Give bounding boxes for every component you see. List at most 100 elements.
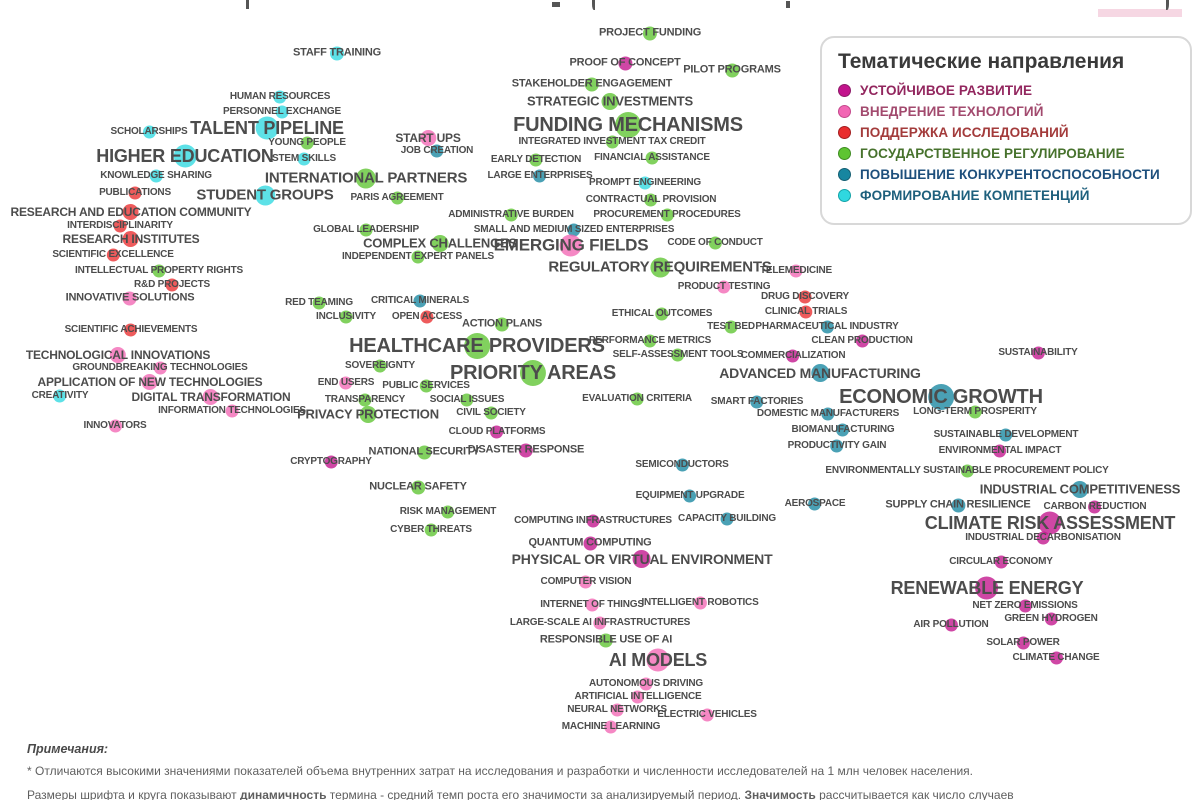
term-dot xyxy=(122,291,137,305)
notes-text: Размеры шрифта и круга показывают xyxy=(27,788,240,800)
term-label: LARGE ENTERPRISES xyxy=(487,170,593,181)
term: JOB CREATION xyxy=(401,144,473,158)
term-dot xyxy=(312,296,326,310)
term-label: CYBER THREATS xyxy=(390,524,472,535)
term: GREEN HYDROGEN xyxy=(1004,612,1098,626)
term: KNOWLEDGE SHARING xyxy=(100,169,212,183)
term-label: DIGITAL TRANSFORMATION xyxy=(131,390,291,404)
term: SMALL AND MEDIUM SIZED ENTERPRISES xyxy=(474,223,674,237)
term: PRODUCTIVITY GAIN xyxy=(788,439,887,453)
term-dot xyxy=(786,349,800,363)
term-label: PRODUCT TESTING xyxy=(677,281,771,292)
term: NUCLEAR SAFETY xyxy=(369,480,467,494)
term: SUSTAINABILITY xyxy=(998,346,1078,360)
term: DISASTER RESPONSE xyxy=(468,443,584,457)
term-dot xyxy=(675,458,689,472)
term-dot xyxy=(494,317,509,331)
term-dot xyxy=(789,264,803,278)
term-dot xyxy=(339,310,353,324)
term-dot xyxy=(519,443,533,457)
term: LONG-TERM PROSPERITY xyxy=(913,405,1037,419)
notes-line-2: Размеры шрифта и круга показывают динами… xyxy=(27,788,1187,800)
term-dot xyxy=(464,333,490,359)
term-dot xyxy=(646,648,670,672)
term: FUNDING MECHANISMS xyxy=(513,112,743,138)
term-label: PROOF OF CONCEPT xyxy=(569,56,681,69)
term-dot xyxy=(604,720,618,734)
term: CONTRACTUAL PROVISION xyxy=(586,193,717,207)
term: PERSONNEL EXCHANGE xyxy=(223,105,341,119)
term-dot xyxy=(390,191,404,205)
term-dot xyxy=(944,618,958,632)
term-dot xyxy=(255,185,275,205)
term-label: BIOMANUFACTURING xyxy=(791,424,895,435)
term-label: PARIS AGREEMENT xyxy=(350,192,444,203)
term: PERFORMANCE METRICS xyxy=(589,334,711,348)
term: DRUG DISCOVERY xyxy=(761,290,849,304)
term-dot xyxy=(411,480,425,494)
term-dot xyxy=(601,92,619,110)
term-label: TEST BED xyxy=(707,321,755,332)
term-dot xyxy=(255,116,279,140)
term: ACTION PLANS xyxy=(462,317,542,331)
term-dot xyxy=(460,393,474,407)
term-label: NUCLEAR SAFETY xyxy=(369,480,467,493)
term-dot xyxy=(490,425,504,439)
term: SOLAR POWER xyxy=(986,636,1060,650)
term-dot xyxy=(424,523,438,537)
term-dot xyxy=(356,168,376,188)
legend-item: ВНЕДРЕНИЕ ТЕХНОЛОГИЙ xyxy=(838,104,1174,119)
term-dot xyxy=(599,633,613,647)
term: QUANTUM COMPUTING xyxy=(528,536,652,550)
term-label: COMMERCIALIZATION xyxy=(740,350,846,361)
term: ADVANCED MANUFACTURING xyxy=(719,364,921,382)
term-dot xyxy=(273,90,287,104)
term-dot xyxy=(141,374,158,390)
term-label: STEM SKILLS xyxy=(272,153,336,164)
legend-label: ПОДДЕРЖКА ИССЛЕДОВАНИЙ xyxy=(860,125,1069,140)
term-label: SMART FACTORIES xyxy=(710,396,804,407)
term: START UPS xyxy=(395,130,461,146)
term-label: TRANSPARENCY xyxy=(324,394,406,405)
term-label: SOLAR POWER xyxy=(986,637,1060,648)
term: PROCUREMENT PROCEDURES xyxy=(593,208,741,222)
term: R&D PROJECTS xyxy=(134,278,210,292)
legend-label: ГОСУДАРСТВЕННОЕ РЕГУЛИРОВАНИЕ xyxy=(860,146,1125,161)
term: GROUNDBREAKING TECHNOLOGIES xyxy=(72,361,248,375)
term-label: RENEWABLE ENERGY xyxy=(890,578,1084,598)
term-label: PHYSICAL OR VIRTUAL ENVIRONMENT xyxy=(511,551,773,567)
term-label: DOMESTIC MANUFACTURERS xyxy=(756,408,900,419)
term: ENVIRONMENTALLY SUSTAINABLE PROCUREMENT … xyxy=(825,464,1109,478)
term: STAFF TRAINING xyxy=(293,46,381,60)
term-label: RESEARCH AND EDUCATION COMMUNITY xyxy=(10,205,252,219)
term-dot xyxy=(708,236,722,250)
term: INTERDISCIPLINARITY xyxy=(67,219,173,233)
term-label: TALENT PIPELINE xyxy=(190,118,344,138)
term: BIOMANUFACTURING xyxy=(791,423,895,437)
term-dot xyxy=(123,204,139,220)
term-dot xyxy=(630,392,644,406)
term: ENVIRONMENTAL IMPACT xyxy=(939,444,1062,458)
cropped-title-highlight xyxy=(1098,9,1182,17)
term: SEMICONDUCTORS xyxy=(635,458,729,472)
term-label: INNOVATORS xyxy=(83,420,147,431)
term-label: RISK MANAGEMENT xyxy=(399,506,497,517)
term-label: COMPLEX CHALLENGES xyxy=(363,235,517,251)
term: TECHNOLOGICAL INNOVATIONS xyxy=(26,347,210,363)
term: CYBER THREATS xyxy=(390,523,472,537)
term-dot xyxy=(153,361,167,375)
term-dot xyxy=(618,56,632,70)
legend-item: ПОДДЕРЖКА ИССЛЕДОВАНИЙ xyxy=(838,125,1174,140)
term: TELEMEDICINE xyxy=(760,264,832,278)
term-dot xyxy=(643,334,657,348)
term-dot xyxy=(417,445,431,459)
term: APPLICATION OF NEW TECHNOLOGIES xyxy=(38,374,263,390)
term-label: CLIMATE RISK ASSESSMENT xyxy=(924,513,1176,533)
term-dot xyxy=(693,596,707,610)
term-label: NEURAL NETWORKS xyxy=(567,704,667,715)
term-dot xyxy=(529,153,543,167)
term: OPEN ACCESS xyxy=(392,310,462,324)
term-label: SUSTAINABILITY xyxy=(998,347,1078,358)
term-label: CLINICAL TRIALS xyxy=(764,306,848,317)
term: INTELLIGENT ROBOTICS xyxy=(641,596,759,610)
